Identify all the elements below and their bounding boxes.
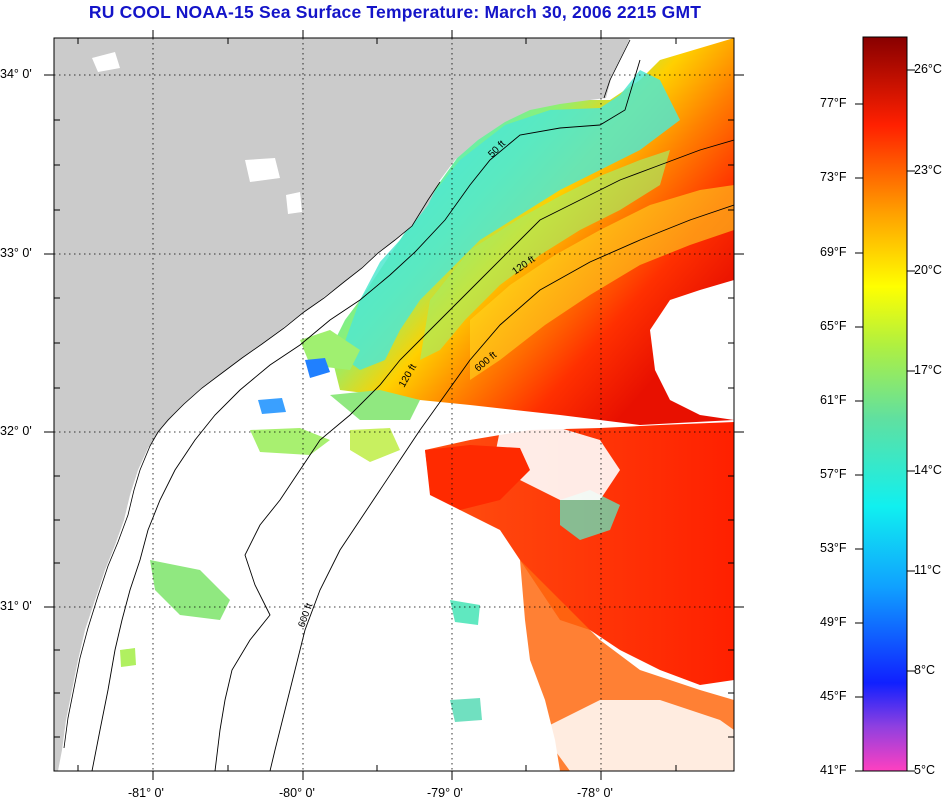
lat-label-32: 32° 0': [0, 424, 32, 438]
lon-label-80: -80° 0': [279, 786, 315, 800]
graticule: [54, 38, 734, 771]
cloud-gap-east: [650, 280, 734, 420]
lon-label-79: -79° 0': [427, 786, 463, 800]
lon-label-81: -81° 0': [128, 786, 164, 800]
cbar-f-53: 53°F: [820, 541, 847, 555]
cbar-f-45: 45°F: [820, 689, 847, 703]
contour-120ft: [214, 139, 734, 771]
cbar-f-65: 65°F: [820, 319, 847, 333]
colorbar-gradient: [862, 36, 908, 772]
sst-patch-10: [450, 698, 482, 722]
sst-patch-7: [350, 428, 400, 462]
sst-patch-5: [250, 428, 330, 455]
lat-label-33: 33° 0': [0, 246, 32, 260]
cbar-c-5: 5°C: [914, 763, 935, 777]
cbar-f-61: 61°F: [820, 393, 847, 407]
sst-mid-gap: [495, 428, 620, 500]
lat-label-34: 34° 0': [0, 67, 32, 81]
land-mass: [54, 38, 630, 771]
cbar-c-14: 14°C: [914, 463, 942, 477]
sst-south-gap: [540, 700, 734, 771]
cbar-f-49: 49°F: [820, 615, 847, 629]
lat-label-31: 31° 0': [0, 599, 32, 613]
sst-patch-9: [120, 648, 136, 667]
sst-south-cyan-patch: [560, 490, 620, 540]
map-title: RU COOL NOAA-15 Sea Surface Temperature:…: [88, 2, 702, 22]
map-frame: [53, 37, 735, 772]
cbar-c-23: 23°C: [914, 163, 942, 177]
sst-green-band: [420, 150, 670, 360]
axis-ticks: [44, 30, 744, 780]
map-panel: 50 ft 120 ft 600 ft 120 ft 600 ft: [54, 38, 734, 771]
cbar-c-26: 26°C: [914, 62, 942, 76]
sst-patch-1: [150, 560, 230, 620]
land-cloud-1: [92, 52, 120, 72]
sst-patch-3: [305, 358, 330, 378]
cbar-f-77: 77°F: [820, 96, 847, 110]
land-cloud-2: [245, 158, 280, 182]
sst-patch-6: [258, 398, 286, 414]
sst-yellow-band: [470, 185, 734, 380]
cbar-c-20: 20°C: [914, 263, 942, 277]
contour-600ft: [269, 204, 734, 771]
cbar-c-8: 8°C: [914, 663, 935, 677]
contour-50ft: [91, 59, 641, 771]
cbar-c-11: 11°C: [914, 563, 942, 577]
land-cloud-3: [286, 192, 302, 214]
sst-mid-red: [425, 445, 530, 510]
sst-patch-8: [450, 600, 480, 625]
cbar-f-69: 69°F: [820, 245, 847, 259]
cbar-f-73: 73°F: [820, 170, 847, 184]
colorbar-ticks: [855, 69, 915, 772]
lon-label-78: -78° 0': [577, 786, 613, 800]
bathymetry-contours: [91, 59, 734, 771]
cbar-c-17: 17°C: [914, 363, 942, 377]
cbar-f-41: 41°F: [820, 763, 847, 777]
sst-cool-nearshore: [340, 70, 680, 370]
cbar-f-57: 57°F: [820, 467, 847, 481]
